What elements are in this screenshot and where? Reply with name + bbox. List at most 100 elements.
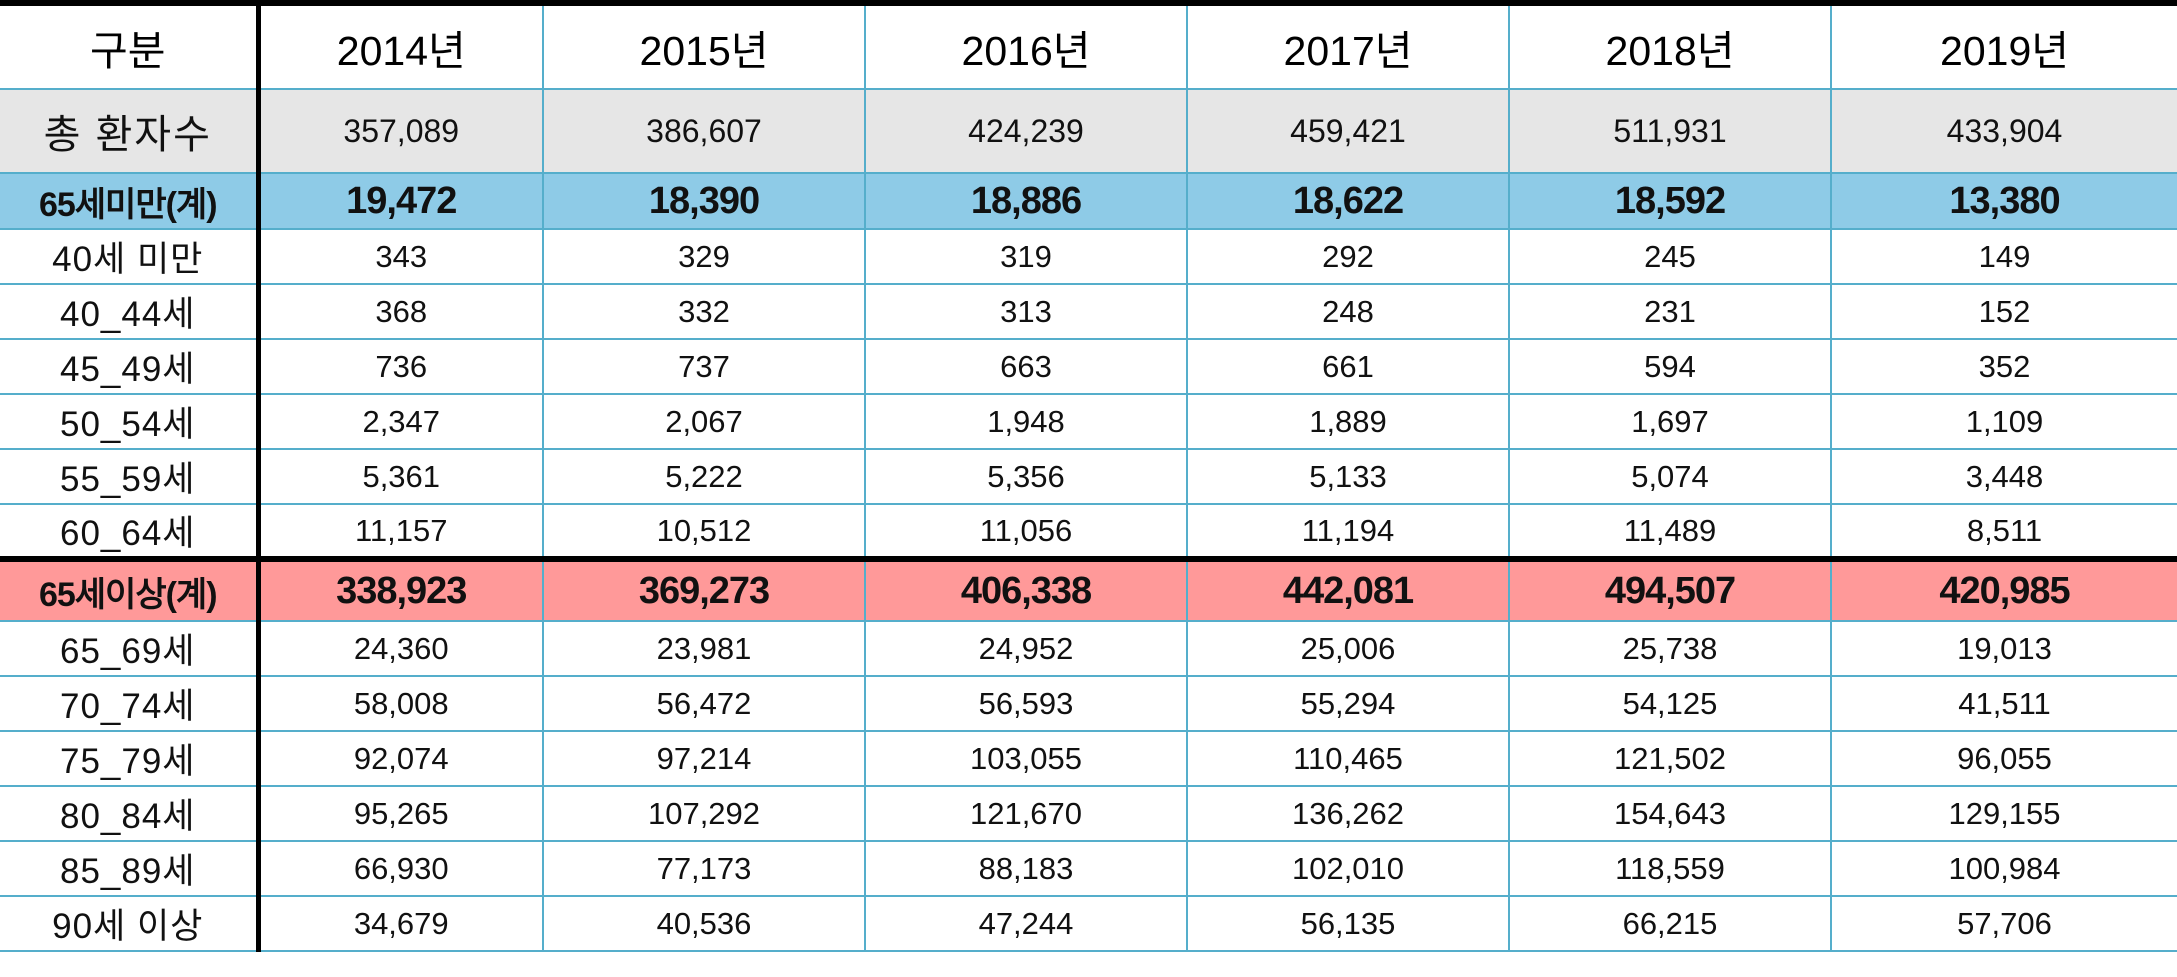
cell-value: 41,511 — [1830, 676, 2177, 732]
cell-value: 121,502 — [1508, 731, 1832, 787]
age-group-row: 65_69세 24,360 23,981 24,952 25,006 25,738 19,0… — [0, 621, 2177, 677]
header-year-2016: 2016년 — [864, 0, 1188, 90]
cell-value: 129,155 — [1830, 786, 2177, 842]
cell-value: 424,239 — [864, 88, 1188, 174]
total-patients-row: 총 환자수 357,089 386,607 424,239 459,421 511,931… — [0, 88, 2177, 174]
cell-value: 56,135 — [1186, 896, 1510, 952]
cell-value: 2,067 — [542, 394, 866, 450]
cell-value: 736 — [257, 339, 544, 395]
cell-value: 494,507 — [1508, 556, 1832, 622]
row-label: 65_69세 — [0, 621, 261, 677]
cell-value: 319 — [864, 229, 1188, 285]
cell-value: 386,607 — [542, 88, 866, 174]
age-group-row: 90세 이상 34,679 40,536 47,244 56,135 66,215 57,7… — [0, 896, 2177, 952]
cell-value: 11,157 — [257, 504, 544, 560]
cell-value: 100,984 — [1830, 841, 2177, 897]
cell-value: 18,622 — [1186, 172, 1510, 230]
cell-value: 136,262 — [1186, 786, 1510, 842]
cell-value: 329 — [542, 229, 866, 285]
cell-value: 433,904 — [1830, 88, 2177, 174]
age-group-row: 40_44세 368 332 313 248 231 152 — [0, 284, 2177, 340]
cell-value: 19,013 — [1830, 621, 2177, 677]
cell-value: 420,985 — [1830, 556, 2177, 622]
cell-value: 24,952 — [864, 621, 1188, 677]
cell-value: 352 — [1830, 339, 2177, 395]
cell-value: 8,511 — [1830, 504, 2177, 560]
row-label: 90세 이상 — [0, 896, 261, 952]
cell-value: 18,390 — [542, 172, 866, 230]
cell-value: 18,886 — [864, 172, 1188, 230]
cell-value: 1,109 — [1830, 394, 2177, 450]
cell-value: 343 — [257, 229, 544, 285]
cell-value: 66,215 — [1508, 896, 1832, 952]
cell-value: 58,008 — [257, 676, 544, 732]
cell-value: 34,679 — [257, 896, 544, 952]
cell-value: 57,706 — [1830, 896, 2177, 952]
age-group-row: 55_59세 5,361 5,222 5,356 5,133 5,074 3,448 — [0, 449, 2177, 505]
cell-value: 338,923 — [257, 556, 544, 622]
age-group-row: 70_74세 58,008 56,472 56,593 55,294 54,125 41,5… — [0, 676, 2177, 732]
cell-value: 152 — [1830, 284, 2177, 340]
over-65-subtotal-row: 65세이상(계) 338,923 369,273 406,338 442,081 494,… — [0, 556, 2177, 622]
cell-value: 245 — [1508, 229, 1832, 285]
cell-value: 11,489 — [1508, 504, 1832, 560]
row-label: 40_44세 — [0, 284, 261, 340]
header-year-2017: 2017년 — [1186, 0, 1510, 90]
header-row: 구분 2014년 2015년 2016년 2017년 2018년 2019년 — [0, 0, 2177, 90]
cell-value: 18,592 — [1508, 172, 1832, 230]
cell-value: 103,055 — [864, 731, 1188, 787]
cell-value: 24,360 — [257, 621, 544, 677]
under-65-subtotal-row: 65세미만(계) 19,472 18,390 18,886 18,622 18,592 13… — [0, 172, 2177, 230]
cell-value: 25,738 — [1508, 621, 1832, 677]
cell-value: 47,244 — [864, 896, 1188, 952]
header-year-2015: 2015년 — [542, 0, 866, 90]
age-group-row: 85_89세 66,930 77,173 88,183 102,010 118,559 10… — [0, 841, 2177, 897]
cell-value: 66,930 — [257, 841, 544, 897]
row-label: 총 환자수 — [0, 88, 261, 174]
cell-value: 3,448 — [1830, 449, 2177, 505]
cell-value: 10,512 — [542, 504, 866, 560]
cell-value: 96,055 — [1830, 731, 2177, 787]
cell-value: 55,294 — [1186, 676, 1510, 732]
cell-value: 56,472 — [542, 676, 866, 732]
cell-value: 5,361 — [257, 449, 544, 505]
cell-value: 248 — [1186, 284, 1510, 340]
cell-value: 357,089 — [257, 88, 544, 174]
cell-value: 332 — [542, 284, 866, 340]
cell-value: 110,465 — [1186, 731, 1510, 787]
cell-value: 369,273 — [542, 556, 866, 622]
age-group-row: 40세 미만 343 329 319 292 245 149 — [0, 229, 2177, 285]
age-group-row: 60_64세 11,157 10,512 11,056 11,194 11,489 8,51… — [0, 504, 2177, 560]
cell-value: 231 — [1508, 284, 1832, 340]
cell-value: 737 — [542, 339, 866, 395]
header-year-2018: 2018년 — [1508, 0, 1832, 90]
cell-value: 406,338 — [864, 556, 1188, 622]
row-label: 70_74세 — [0, 676, 261, 732]
cell-value: 54,125 — [1508, 676, 1832, 732]
cell-value: 149 — [1830, 229, 2177, 285]
cell-value: 292 — [1186, 229, 1510, 285]
cell-value: 107,292 — [542, 786, 866, 842]
age-group-row: 50_54세 2,347 2,067 1,948 1,889 1,697 1,109 — [0, 394, 2177, 450]
cell-value: 40,536 — [542, 896, 866, 952]
cell-value: 154,643 — [1508, 786, 1832, 842]
cell-value: 19,472 — [257, 172, 544, 230]
age-group-patient-table: 구분 2014년 2015년 2016년 2017년 2018년 2019년 총… — [0, 0, 2177, 952]
cell-value: 5,133 — [1186, 449, 1510, 505]
age-group-row: 80_84세 95,265 107,292 121,670 136,262 154,643… — [0, 786, 2177, 842]
row-label: 65세미만(계) — [0, 172, 261, 230]
cell-value: 95,265 — [257, 786, 544, 842]
row-label: 60_64세 — [0, 504, 261, 560]
cell-value: 13,380 — [1830, 172, 2177, 230]
cell-value: 511,931 — [1508, 88, 1832, 174]
cell-value: 313 — [864, 284, 1188, 340]
cell-value: 25,006 — [1186, 621, 1510, 677]
cell-value: 118,559 — [1508, 841, 1832, 897]
row-label: 80_84세 — [0, 786, 261, 842]
header-year-2019: 2019년 — [1830, 0, 2177, 90]
header-category: 구분 — [0, 0, 261, 90]
cell-value: 56,593 — [864, 676, 1188, 732]
cell-value: 1,889 — [1186, 394, 1510, 450]
cell-value: 77,173 — [542, 841, 866, 897]
cell-value: 97,214 — [542, 731, 866, 787]
